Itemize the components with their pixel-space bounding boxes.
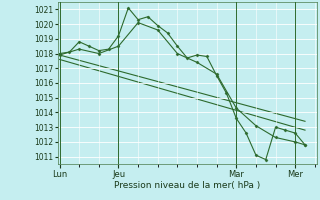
- X-axis label: Pression niveau de la mer( hPa ): Pression niveau de la mer( hPa ): [114, 181, 260, 190]
